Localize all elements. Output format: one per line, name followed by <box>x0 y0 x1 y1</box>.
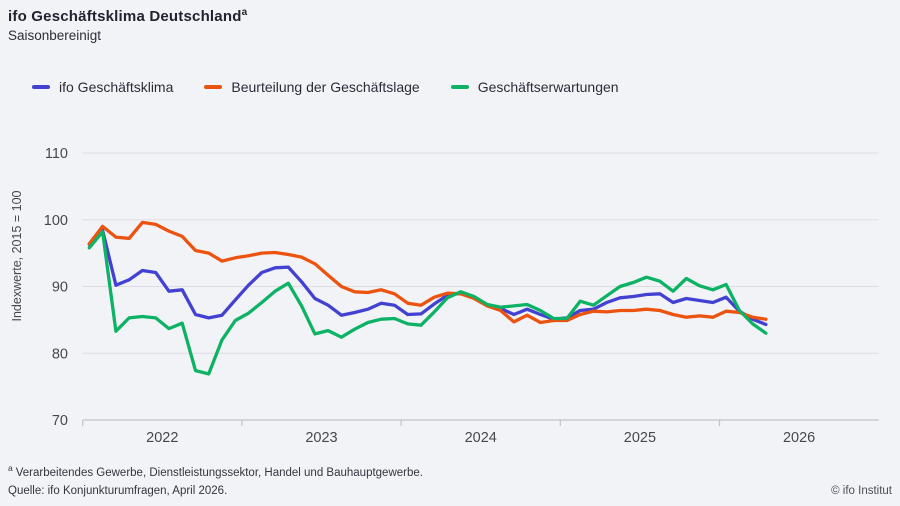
x-tick-label: 2023 <box>305 430 337 446</box>
legend-swatch <box>450 85 469 89</box>
chart-legend: ifo Geschäftsklima Beurteilung der Gesch… <box>32 79 619 95</box>
footnote: a Verarbeitendes Gewerbe, Dienstleistungs… <box>8 463 423 479</box>
footnote-marker: a <box>8 463 13 473</box>
x-tick-label: 2024 <box>465 430 497 446</box>
legend-item-geschaeftserwartungen: Geschäftserwartungen <box>450 79 619 95</box>
y-tick-label: 80 <box>52 346 68 362</box>
y-tick-label: 110 <box>45 146 68 162</box>
legend-label: Beurteilung der Geschäftslage <box>231 79 420 95</box>
legend-item-geschaeftsklima: ifo Geschäftsklima <box>32 79 173 95</box>
series-group <box>87 220 768 376</box>
source-note: Quelle: ifo Konjunkturumfragen, April 20… <box>8 485 228 497</box>
y-tick-label: 90 <box>52 280 68 296</box>
x-tick-label: 2025 <box>624 430 656 446</box>
y-axis-title: Indexwerte, 2015 = 100 <box>10 190 24 321</box>
axis-group: 110 100 90 80 70 2022 2023 2024 2025 2026 <box>44 146 879 446</box>
x-tick-label: 2022 <box>146 430 178 446</box>
legend-label: ifo Geschäftsklima <box>59 79 174 95</box>
legend-item-geschaeftslage: Beurteilung der Geschäftslage <box>204 79 420 95</box>
y-tick-label: 100 <box>44 213 68 229</box>
page-subtitle: Saisonbereinigt <box>8 28 102 43</box>
footnote-text: Verarbeitendes Gewerbe, Dienstleistungss… <box>15 466 423 479</box>
page-title-text: ifo Geschäftsklima Deutschland <box>8 8 242 25</box>
y-tick-label: 70 <box>52 413 68 429</box>
series-line-1 <box>87 220 768 325</box>
copyright-note: © ifo Institut <box>831 485 892 497</box>
title-footnote-marker: a <box>241 7 248 18</box>
series-line-2 <box>87 230 768 376</box>
x-tick-label: 2026 <box>783 430 815 446</box>
series-line-0 <box>87 228 768 327</box>
legend-swatch <box>204 85 223 89</box>
page-title: ifo Geschäftsklima Deutschlanda <box>8 7 247 25</box>
legend-swatch <box>32 85 50 89</box>
legend-label: Geschäftserwartungen <box>477 79 619 95</box>
